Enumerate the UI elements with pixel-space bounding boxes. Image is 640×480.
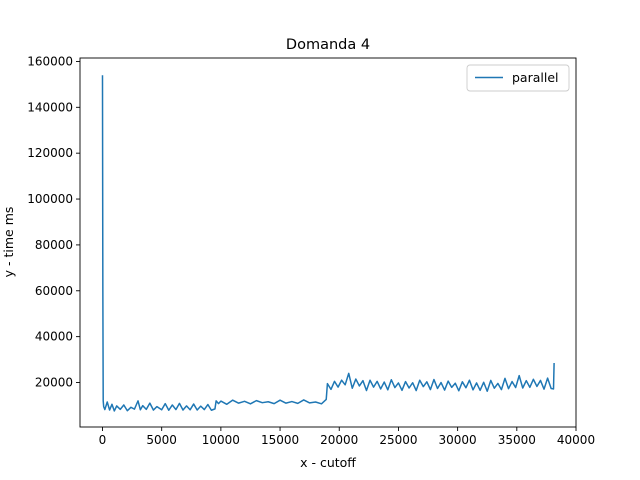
y-axis-label: y - time ms xyxy=(1,207,16,278)
x-tick-label-8: 40000 xyxy=(557,433,595,447)
x-tick-label-2: 10000 xyxy=(202,433,240,447)
x-tick-label-6: 30000 xyxy=(439,433,477,447)
series-layer xyxy=(101,75,555,412)
y-tick-label-6: 140000 xyxy=(27,100,73,114)
x-axis-label: x - cutoff xyxy=(300,455,356,470)
y-tick-label-4: 100000 xyxy=(27,192,73,206)
y-tick-label-3: 80000 xyxy=(35,238,73,252)
legend: parallel xyxy=(466,64,570,92)
y-tick-label-1: 40000 xyxy=(35,330,73,344)
chart-title: Domanda 4 xyxy=(286,37,370,53)
y-tick-label-5: 120000 xyxy=(27,146,73,160)
x-tick-label-7: 35000 xyxy=(498,433,536,447)
y-tick-label-0: 20000 xyxy=(35,376,73,390)
plot-area xyxy=(80,58,576,427)
plot-frame xyxy=(79,57,577,428)
ticks-layer: 0 5000 10000 15000 20000 25000 30000 35000 40000… xyxy=(27,54,595,447)
y-tick-label-7: 160000 xyxy=(27,54,73,68)
x-tick-label-3: 15000 xyxy=(261,433,299,447)
series-line-parallel xyxy=(101,75,555,412)
legend-box xyxy=(466,64,570,92)
x-tick-label-0: 0 xyxy=(99,433,107,447)
y-tick-label-2: 60000 xyxy=(35,284,73,298)
legend-label-parallel: parallel xyxy=(512,70,559,85)
x-tick-label-4: 20000 xyxy=(320,433,358,447)
x-tick-label-1: 5000 xyxy=(146,433,177,447)
x-tick-label-5: 25000 xyxy=(379,433,417,447)
